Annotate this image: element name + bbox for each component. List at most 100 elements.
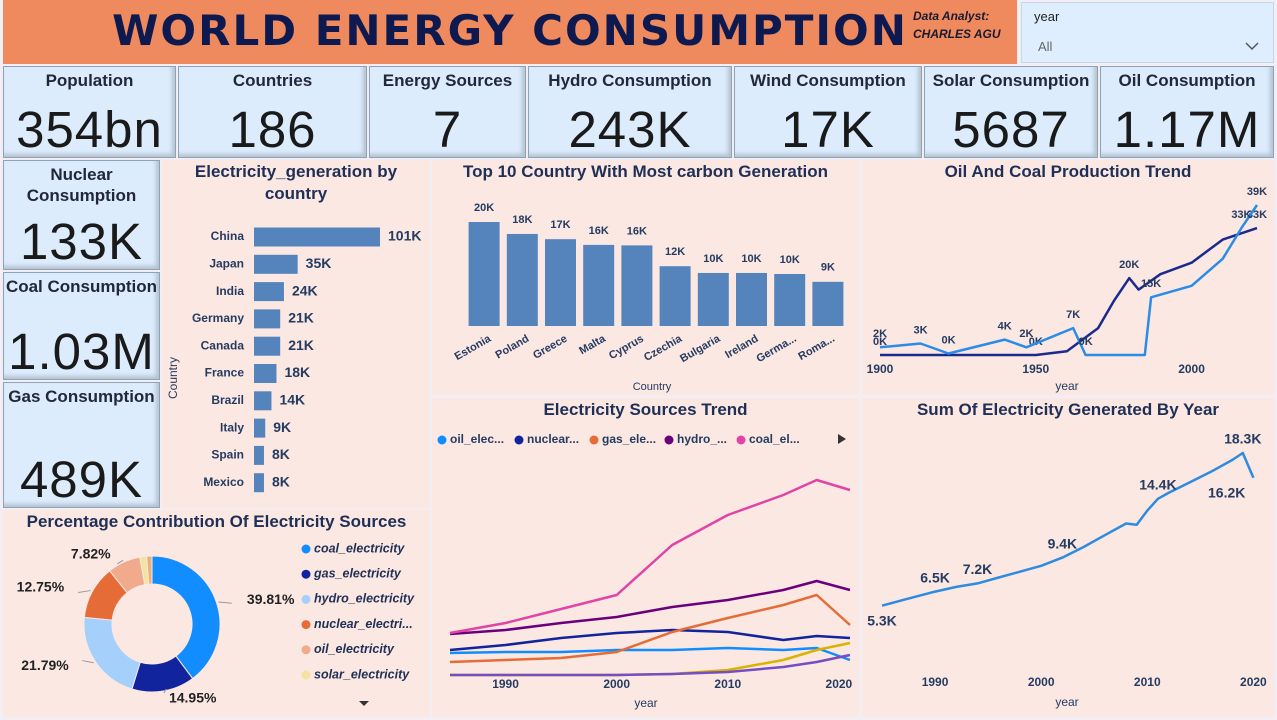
data-label: 17K: [550, 219, 570, 231]
panel: [862, 398, 1274, 717]
legend-label: hydro_electricity: [314, 592, 415, 606]
bar: [254, 254, 298, 274]
legend-marker: [514, 435, 524, 445]
card-label: Wind Consumption: [750, 71, 906, 90]
kpi-card: Gas Consumption 489K: [3, 382, 160, 508]
panel: [162, 160, 430, 508]
category-label: Canada: [201, 338, 245, 352]
category-label: Italy: [220, 420, 244, 434]
chart-title: Oil And Coal Production Trend: [944, 162, 1192, 181]
analyst-name: CHARLES AGU: [913, 27, 1001, 41]
data-label: 18.3K: [1224, 431, 1261, 447]
bar: [545, 239, 576, 326]
category-label: India: [216, 284, 244, 298]
data-label: 20K: [1119, 259, 1139, 271]
card-value: 354bn: [16, 101, 163, 158]
legend-scroll-arrow[interactable]: [359, 701, 369, 706]
leader-line: [116, 559, 124, 565]
data-label: 9K: [821, 262, 835, 274]
card-label: Hydro Consumption: [548, 71, 712, 90]
line: [880, 226, 1258, 357]
card-label: Countries: [232, 71, 313, 90]
bar: [659, 266, 691, 326]
card-value: 1.17M: [1113, 101, 1261, 158]
legend-marker: [301, 569, 311, 579]
bar: [254, 418, 266, 438]
legend-marker: [437, 435, 447, 445]
line: [449, 593, 851, 664]
data-label: 3K: [913, 324, 927, 336]
data-label: 15K: [1141, 278, 1161, 290]
data-label: 16K: [589, 225, 609, 237]
category-label: China: [211, 229, 245, 243]
leader-line: [81, 660, 94, 664]
slicer-chevron[interactable]: [1245, 41, 1259, 51]
data-label: 16.2K: [1208, 484, 1245, 500]
data-label: 0K: [942, 334, 956, 346]
x-tick-label: 2010: [1134, 675, 1161, 689]
kpi-card: Wind Consumption 17K: [734, 66, 922, 158]
data-label: 14.4K: [1139, 477, 1176, 493]
data-label: 39.81%: [247, 591, 295, 607]
category-label: Malta: [577, 332, 608, 357]
data-label: 10K: [703, 253, 723, 265]
kpi-card: Coal Consumption 1.03M: [3, 272, 160, 380]
line: [879, 204, 1259, 357]
card-value: 17K: [781, 101, 875, 158]
legend-marker: [301, 620, 311, 630]
x-tick-label: 1990: [922, 675, 949, 689]
category-label: Cyprus: [607, 333, 646, 362]
line: [881, 451, 1255, 607]
data-label: 7.2K: [963, 561, 993, 577]
legend-label: gas_electricity: [313, 566, 402, 580]
bar: [254, 309, 281, 329]
bar: [774, 274, 806, 326]
card-value: 243K: [568, 101, 692, 158]
card-value: 133K: [19, 213, 144, 270]
category-label: Japan: [209, 256, 244, 270]
y-axis-label: Country: [166, 357, 180, 399]
category-label: Roma...: [796, 333, 836, 363]
legend-scroll-arrow[interactable]: [838, 434, 846, 444]
card-label: Population: [45, 71, 134, 90]
data-label: 2K: [873, 328, 887, 340]
data-label: 6.5K: [920, 569, 950, 585]
card-label: Solar Consumption: [932, 71, 1090, 90]
data-label: 24K: [292, 282, 318, 298]
kpi-card: Countries 186: [178, 66, 367, 158]
slicer-value[interactable]: All: [1038, 39, 1053, 54]
x-axis-label: Country: [633, 381, 672, 393]
bar: [583, 244, 615, 326]
x-axis-label: year: [1055, 379, 1078, 393]
category-label: Brazil: [211, 393, 244, 407]
line: [449, 478, 851, 635]
x-axis-label: year: [1055, 695, 1078, 709]
data-label: 7.82%: [71, 546, 111, 562]
chart-title: Electricity_generation by country: [194, 162, 398, 203]
data-label: 20K: [474, 202, 494, 214]
bar: [621, 245, 653, 326]
year-slicer[interactable]: year All: [1021, 2, 1274, 63]
legend-marker: [736, 435, 746, 445]
data-label: 7K: [1066, 309, 1080, 321]
card-label: Coal Consumption: [5, 277, 158, 296]
x-tick-label: 2000: [1028, 675, 1055, 689]
x-tick-label: 1950: [1022, 362, 1049, 376]
card-label: Gas Consumption: [8, 387, 155, 406]
data-label: 39K: [1247, 186, 1267, 198]
donut-slice: [145, 555, 153, 585]
bar: [506, 233, 538, 326]
x-tick-label: 2000: [603, 677, 630, 691]
legend-marker: [301, 594, 311, 604]
data-label: 5.3K: [867, 612, 897, 628]
data-label: 10K: [741, 253, 761, 265]
chart-title: Percentage Contribution Of Electricity S…: [26, 512, 407, 531]
kpi-card: Energy Sources 7: [369, 66, 526, 158]
bar: [254, 445, 264, 465]
line: [449, 579, 851, 636]
x-tick-label: 2020: [826, 677, 853, 691]
category-label: Mexico: [203, 475, 244, 489]
data-label: 12.75%: [17, 578, 65, 594]
category-label: France: [205, 366, 245, 380]
category-label: Germa...: [755, 333, 799, 365]
